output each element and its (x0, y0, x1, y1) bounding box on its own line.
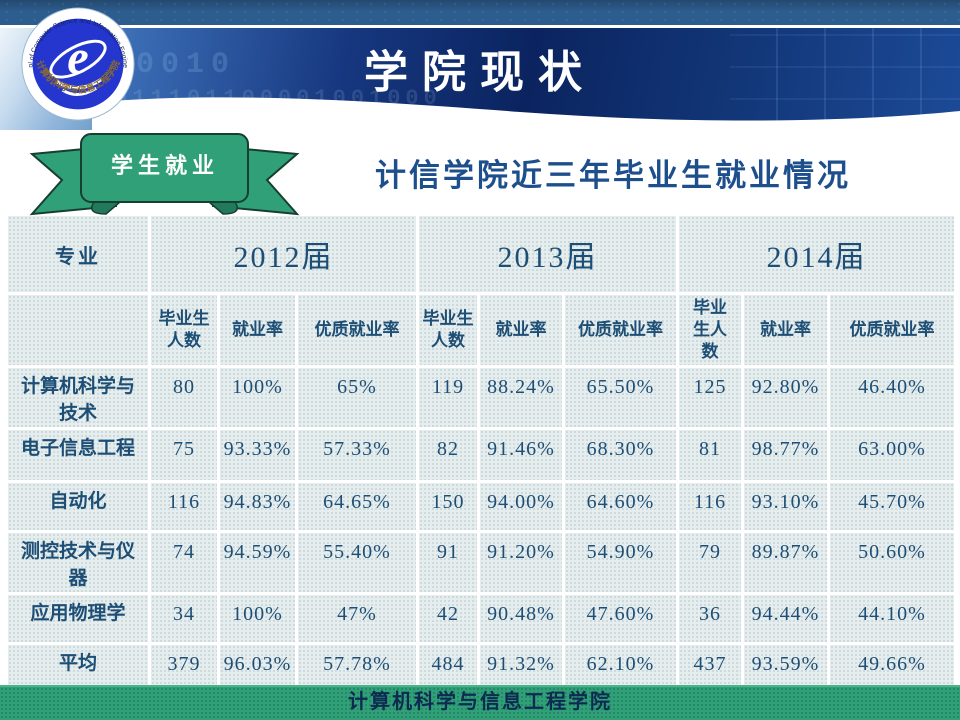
table-row: 计算机科学与技术 80 100% 65% 119 88.24% 65.50% 1… (8, 368, 954, 428)
value-cell: 100% (220, 595, 295, 643)
value-cell: 74 (151, 533, 217, 593)
value-cell: 65.50% (565, 368, 676, 428)
slide-footer: 计算机科学与信息工程学院 (0, 685, 960, 720)
sub-header-cell: 毕业生人数 (151, 295, 217, 365)
value-cell: 89.87% (744, 533, 827, 593)
logo-wave-2 (61, 86, 98, 96)
value-cell: 116 (679, 483, 741, 531)
value-cell: 36 (679, 595, 741, 643)
year-header-2012: 2012届 (151, 216, 416, 292)
value-cell: 90.48% (480, 595, 562, 643)
logo-orbit-ring (49, 39, 107, 79)
value-cell: 82 (419, 430, 477, 481)
ribbon-shape (29, 133, 300, 216)
table-header-row-metrics: 毕业生人数 就业率 优质就业率 毕业生人数 就业率 优质就业率 毕业生人数 就业… (8, 295, 954, 365)
value-cell: 94.44% (744, 595, 827, 643)
logo-wave-1 (55, 78, 103, 90)
value-cell: 47% (298, 595, 416, 643)
header-curve (0, 97, 960, 130)
value-cell: 80 (151, 368, 217, 428)
sub-header-cell: 优质就业率 (565, 295, 676, 365)
value-cell: 55.40% (298, 533, 416, 593)
header-top-strip (0, 0, 960, 25)
value-cell: 64.60% (565, 483, 676, 531)
major-cell: 测控技术与仪器 (8, 533, 148, 593)
school-logo: School of Computer Science and Informati… (20, 6, 135, 121)
value-cell: 91.46% (480, 430, 562, 481)
value-cell: 116 (151, 483, 217, 531)
value-cell: 93.33% (220, 430, 295, 481)
value-cell: 125 (679, 368, 741, 428)
value-cell: 91 (419, 533, 477, 593)
major-cell: 电子信息工程 (8, 430, 148, 481)
table-row: 测控技术与仪器 74 94.59% 55.40% 91 91.20% 54.90… (8, 533, 954, 593)
table-row: 应用物理学 34 100% 47% 42 90.48% 47.60% 36 94… (8, 595, 954, 643)
ribbon-panel (80, 133, 249, 203)
value-cell: 34 (151, 595, 217, 643)
corner-header-cell: 专业 (8, 216, 148, 292)
sub-header-cell: 就业率 (744, 295, 827, 365)
section-ribbon: 学生就业 (22, 128, 307, 216)
value-cell: 68.30% (565, 430, 676, 481)
value-cell: 45.70% (830, 483, 954, 531)
value-cell: 75 (151, 430, 217, 481)
year-header-2013: 2013届 (419, 216, 676, 292)
value-cell: 57.33% (298, 430, 416, 481)
slide-subtitle: 计信学院近三年毕业生就业情况 (375, 158, 851, 193)
ribbon-label: 学生就业 (110, 153, 219, 178)
ribbon-curl-right (206, 201, 238, 215)
employment-table: 专业 2012届 2013届 2014届 毕业生人数 就业率 优质就业率 毕业生… (5, 213, 957, 706)
sub-header-cell: 优质就业率 (830, 295, 954, 365)
value-cell: 46.40% (830, 368, 954, 428)
sub-header-cell: 就业率 (480, 295, 562, 365)
slide-header: 100010 1011101100001001000 学院现状 School o… (0, 0, 960, 130)
sub-header-cell: 就业率 (220, 295, 295, 365)
value-cell: 94.00% (480, 483, 562, 531)
value-cell: 150 (419, 483, 477, 531)
ribbon-curl-left (91, 201, 123, 215)
table-header-row-years: 专业 2012届 2013届 2014届 (8, 216, 954, 292)
value-cell: 63.00% (830, 430, 954, 481)
value-cell: 50.60% (830, 533, 954, 593)
value-cell: 47.60% (565, 595, 676, 643)
value-cell: 94.83% (220, 483, 295, 531)
sub-header-cell: 优质就业率 (298, 295, 416, 365)
sub-header-cell: 毕业生人数 (679, 295, 741, 365)
major-cell: 应用物理学 (8, 595, 148, 643)
value-cell: 81 (679, 430, 741, 481)
value-cell: 65% (298, 368, 416, 428)
value-cell: 92.80% (744, 368, 827, 428)
sub-header-cell: 毕业生人数 (419, 295, 477, 365)
major-cell: 自动化 (8, 483, 148, 531)
major-cell: 计算机科学与技术 (8, 368, 148, 428)
logo-monogram: e (67, 32, 88, 85)
value-cell: 88.24% (480, 368, 562, 428)
year-header-2014: 2014届 (679, 216, 954, 292)
page-title: 学院现状 (364, 48, 596, 97)
value-cell: 94.59% (220, 533, 295, 593)
value-cell: 91.20% (480, 533, 562, 593)
value-cell: 93.10% (744, 483, 827, 531)
value-cell: 100% (220, 368, 295, 428)
table-row: 电子信息工程 75 93.33% 57.33% 82 91.46% 68.30%… (8, 430, 954, 481)
value-cell: 44.10% (830, 595, 954, 643)
empty-header-cell (8, 295, 148, 365)
value-cell: 119 (419, 368, 477, 428)
value-cell: 79 (679, 533, 741, 593)
value-cell: 64.65% (298, 483, 416, 531)
value-cell: 54.90% (565, 533, 676, 593)
header-divider (0, 25, 960, 28)
table-row: 自动化 116 94.83% 64.65% 150 94.00% 64.60% … (8, 483, 954, 531)
value-cell: 98.77% (744, 430, 827, 481)
footer-text: 计算机科学与信息工程学院 (348, 691, 612, 713)
value-cell: 42 (419, 595, 477, 643)
